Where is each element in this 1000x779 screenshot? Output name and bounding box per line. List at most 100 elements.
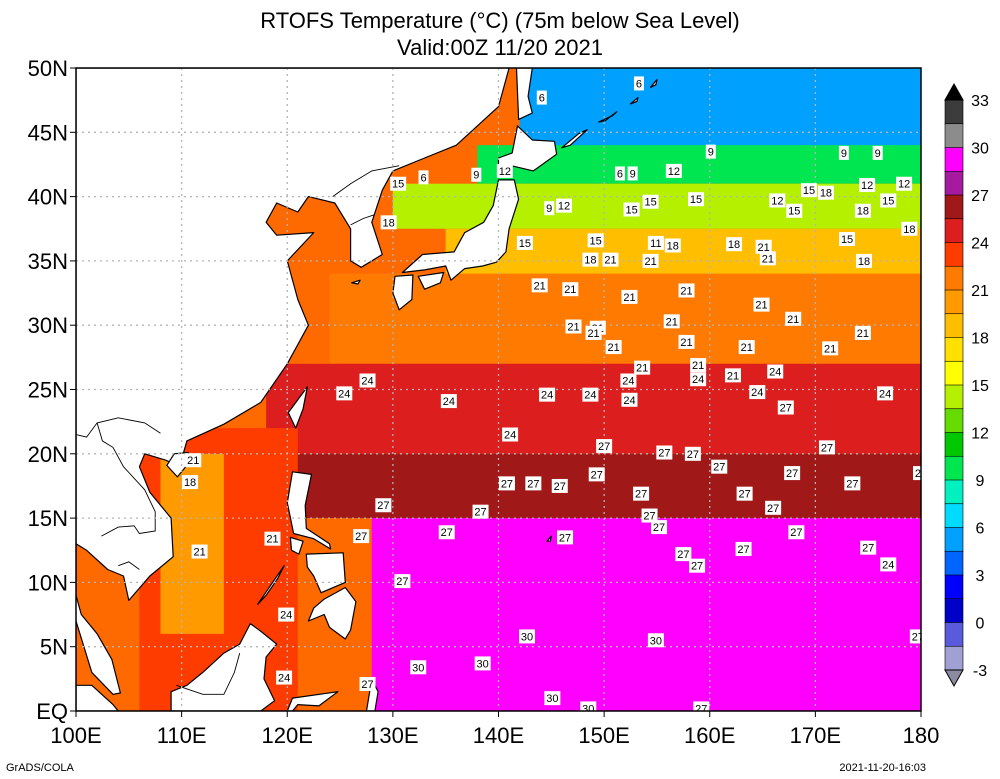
contour-label-box xyxy=(555,198,572,213)
country-border xyxy=(176,652,241,695)
contour-label-text: 27 xyxy=(687,449,699,461)
colorbar-label: 0 xyxy=(976,616,985,633)
contour-label-box xyxy=(755,239,772,254)
contour-label: 24 xyxy=(440,394,457,409)
x-tick-label: 100E xyxy=(50,723,101,748)
contour-label-box xyxy=(471,167,482,182)
contour-label-text: 9 xyxy=(708,147,714,159)
colorbar-bin xyxy=(944,123,964,149)
contour-label-box xyxy=(735,541,752,556)
contour-label: 21 xyxy=(185,453,202,468)
contour-label-text: 27 xyxy=(501,478,513,490)
contour-label: 24 xyxy=(278,607,295,622)
contour-label-text: 27 xyxy=(790,527,802,539)
contour-label: 21 xyxy=(602,252,619,267)
contour-label: 27 xyxy=(656,445,673,460)
contour-label-box xyxy=(531,278,548,293)
contour-label-box xyxy=(375,498,392,513)
colorbar-label: -3 xyxy=(973,663,987,680)
contour-label-box xyxy=(736,486,753,501)
contour-label-box xyxy=(759,251,776,266)
contour-label-box xyxy=(336,386,353,401)
contour-label-box xyxy=(620,373,637,388)
colorbar-bin xyxy=(944,218,964,244)
contour-label-text: 24 xyxy=(622,375,634,387)
contour-label-box xyxy=(359,676,376,691)
contour-label-box xyxy=(822,341,839,356)
contour-label-text: 24 xyxy=(882,559,894,571)
contour-label-box xyxy=(525,476,542,491)
contour-label-text: 21 xyxy=(636,363,648,375)
contour-label-text: 30 xyxy=(477,658,489,670)
contour-label: 12 xyxy=(665,163,682,178)
contour-label-box xyxy=(753,297,770,312)
contour-label-box xyxy=(839,232,856,247)
contour-label-text: 18 xyxy=(858,256,870,268)
contour-label-text: 27 xyxy=(527,478,539,490)
contour-label-text: 24 xyxy=(338,388,350,400)
contour-label-text: 27 xyxy=(441,527,453,539)
contour-label-text: 21 xyxy=(644,256,656,268)
contour-label-box xyxy=(498,476,515,491)
contour-label-box xyxy=(587,233,604,248)
contour-label: 18 xyxy=(380,215,397,230)
contour-label-text: 24 xyxy=(584,390,596,402)
contour-label-text: 18 xyxy=(903,224,915,236)
contour-label: 27 xyxy=(394,574,411,589)
land-shikoku xyxy=(417,271,445,290)
contour-label-box xyxy=(627,166,638,181)
contour-label-box xyxy=(562,282,579,297)
contour-label: 21 xyxy=(759,251,776,266)
contour-label-text: 21 xyxy=(193,547,205,559)
contour-label: 21 xyxy=(531,278,548,293)
contour-label-box xyxy=(818,440,835,455)
contour-label-text: 15 xyxy=(625,204,637,216)
contour-label-text: 27 xyxy=(643,511,655,523)
land-mindoro xyxy=(289,536,304,555)
contour-label-text: 27 xyxy=(355,531,367,543)
contour-label-text: 18 xyxy=(728,239,740,251)
contour-label-box xyxy=(777,400,794,415)
x-tick-label: 180 xyxy=(903,723,940,748)
contour-label: 27 xyxy=(909,629,921,644)
contour-label-box xyxy=(665,163,682,178)
contour-label-box xyxy=(859,178,876,193)
contour-label-box xyxy=(641,508,658,523)
contour-label-text: 6 xyxy=(539,93,545,105)
contour-label: 27 xyxy=(689,558,706,573)
contour-label-box xyxy=(390,176,407,191)
colorbar-bin xyxy=(944,194,964,220)
contour-label: 21 xyxy=(678,283,695,298)
contour-label-box xyxy=(749,385,766,400)
contour-label: 30 xyxy=(474,656,491,671)
contour-label-text: 24 xyxy=(623,395,635,407)
contour-label: 27 xyxy=(353,529,370,544)
contour-label-text: 24 xyxy=(751,387,763,399)
contour-label-box xyxy=(909,629,921,644)
contour-label-box xyxy=(785,311,802,326)
contour-label-text: 27 xyxy=(361,679,373,691)
contour-label-box xyxy=(854,325,871,340)
contour-label-box xyxy=(182,475,199,490)
contour-label-box xyxy=(678,283,695,298)
colorbar-label: 30 xyxy=(971,141,989,158)
contour-label-box xyxy=(496,163,513,178)
colorbar-bin xyxy=(944,479,964,505)
contour-label: 27 xyxy=(375,498,392,513)
contour-label-box xyxy=(519,629,536,644)
colorbar-bin xyxy=(944,313,964,339)
contour-label: 27 xyxy=(472,504,489,519)
colorbar-bin xyxy=(944,170,964,196)
contour-label: 12 xyxy=(555,198,572,213)
contour-label: 9 xyxy=(872,145,883,160)
contour-label: 18 xyxy=(182,475,199,490)
contour-label-text: 27 xyxy=(653,522,665,534)
contour-label: 27 xyxy=(557,530,574,545)
contour-label-box xyxy=(689,558,706,573)
contour-label-box xyxy=(410,660,427,675)
contour-label-box xyxy=(880,557,897,572)
contour-label-text: 15 xyxy=(690,194,702,206)
contour-label-text: 6 xyxy=(636,78,642,90)
contour-label-text: 6 xyxy=(617,168,623,180)
contour-label-text: 18 xyxy=(857,206,869,218)
